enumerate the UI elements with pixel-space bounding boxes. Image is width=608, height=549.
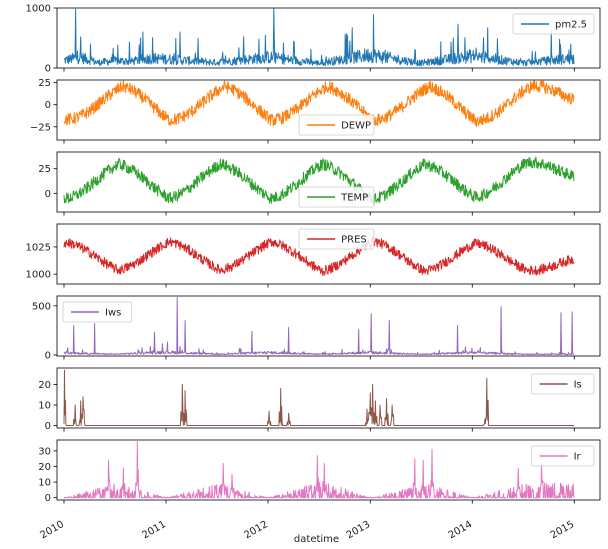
series-line-pm25 [63,7,575,67]
legend-PRES: PRES [298,228,375,250]
legend-Iws: Iws [62,301,132,323]
legend-label: PRES [341,235,367,246]
x-tick-label: 2010 [38,519,66,541]
x-tick-label: 2012 [242,519,270,541]
panel-PRES: 1000 1025 PRES [26,223,601,288]
y-tick-label: 20 [38,462,51,473]
y-tick-label: 0 [45,64,51,75]
axes-frame [56,223,601,285]
y-tick-label: 500 [32,301,51,312]
panel-Is: 0 10 20 Is [38,367,601,432]
legend-TEMP: TEMP [298,186,375,208]
axes-frame [56,151,601,213]
panel-DEWP: −25 0 25 DEWP [30,78,601,144]
y-tick-label: 1000 [26,270,51,281]
legend-label: Ir [574,452,582,463]
x-axis-label: datetime [294,534,339,545]
axes-frame [56,295,601,357]
legend-box [298,228,375,250]
y-tick-label: 0 [45,351,51,362]
legend-box [298,114,375,136]
legend-box [298,186,375,208]
x-tick-label: 2013 [345,519,373,541]
series-line-Ir [63,441,575,499]
y-tick-label: 1000 [26,4,51,15]
legend-box [512,13,595,35]
series-line-DEWP [63,79,575,128]
y-tick-label: 0 [45,493,51,504]
legend-label: DEWP [341,121,371,132]
y-tick-label: 0 [45,189,51,200]
y-tick-label: 30 [38,446,51,457]
legend-Is: Is [531,373,595,395]
axes-frame [56,367,601,429]
series-line-PRES [63,236,575,277]
legend-label: pm2.5 [555,20,587,31]
series-line-Iws [63,297,575,356]
panel-Ir: 0 10 20 30 Ir [38,439,601,504]
y-tick-label: 25 [38,78,51,89]
y-tick-label: 0 [45,421,51,432]
y-tick-label: 25 [38,164,51,175]
y-tick-label: 10 [38,400,51,411]
axes-frame [56,79,601,141]
panel-TEMP: 0 25 TEMP [38,151,601,216]
legend-DEWP: DEWP [298,114,375,136]
panel-Iws: 0 500 Iws [32,295,601,362]
legend-label: Iws [105,308,121,319]
series-line-TEMP [63,156,575,206]
legend-label: Is [574,380,582,391]
y-tick-label: 1025 [26,242,51,253]
x-tick-label: 2015 [549,519,577,541]
y-tick-label: 20 [38,380,51,391]
axes-frame [56,7,601,69]
panel-pm25: 0 1000 pm2.5 [26,4,601,75]
axes-frame [56,439,601,501]
y-tick-label: 0 [45,100,51,111]
x-tick-label: 2014 [447,519,475,541]
y-tick-label: −25 [30,122,51,133]
legend-label: TEMP [340,193,368,204]
legend-Ir: Ir [531,445,595,467]
x-tick-label: 2011 [140,519,168,541]
series-line-Is [63,369,574,426]
y-tick-label: 10 [38,478,51,489]
legend-pm25: pm2.5 [512,13,595,35]
